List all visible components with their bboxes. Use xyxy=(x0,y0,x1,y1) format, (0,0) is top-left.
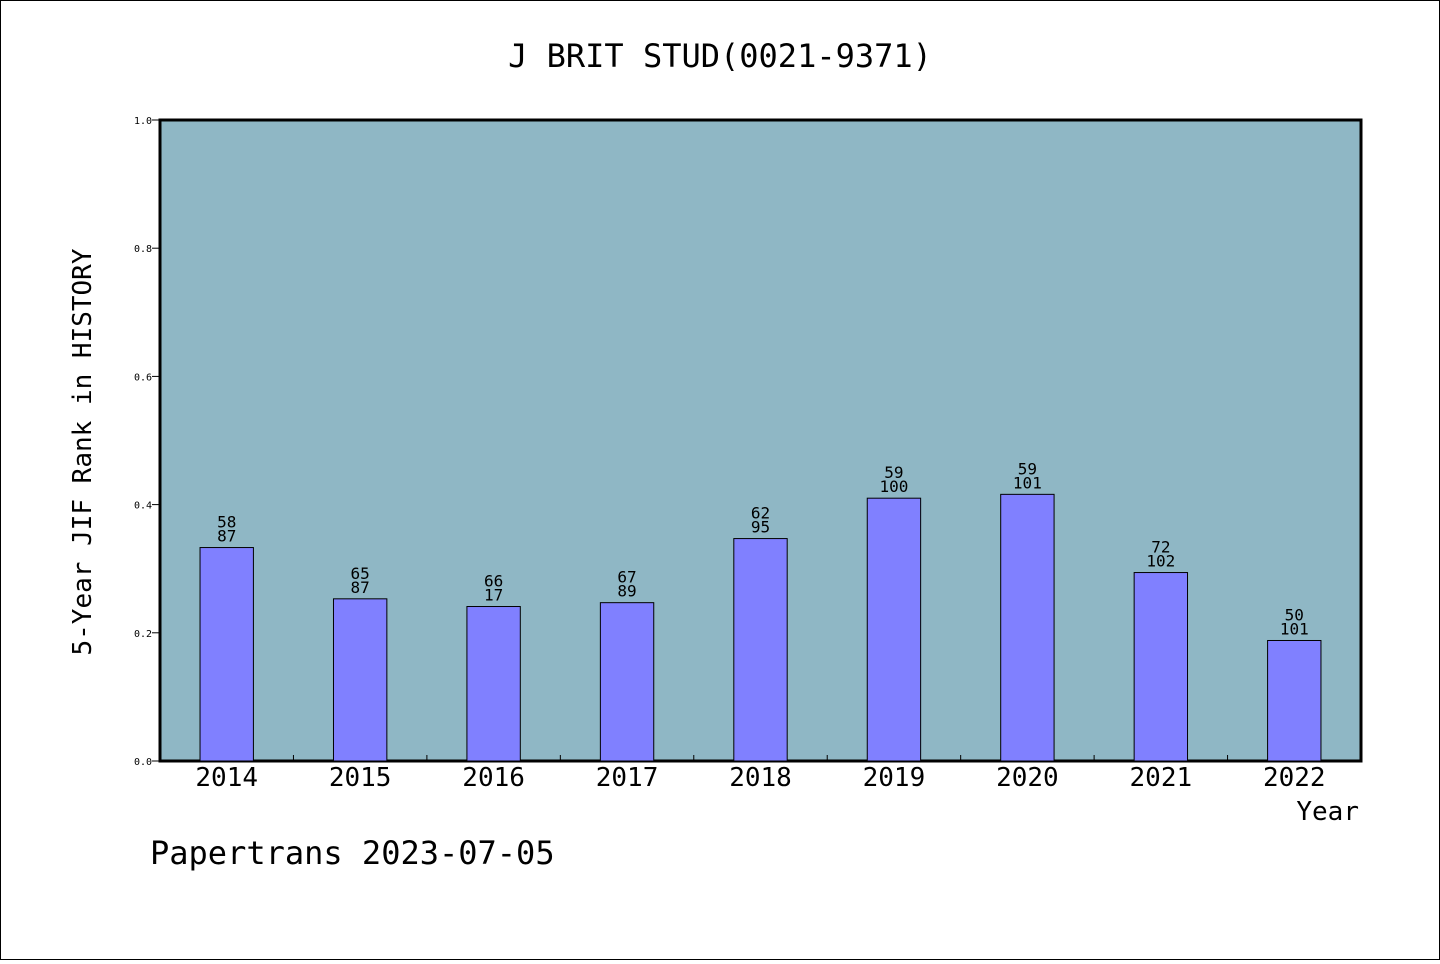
chart-title: J BRIT STUD(0021-9371) xyxy=(508,37,932,75)
bar-rank-label: 58 xyxy=(217,513,236,532)
x-tick-label: 2018 xyxy=(729,763,792,793)
bar-total-label: 87 xyxy=(351,578,370,597)
y-tick-label: 0.2 xyxy=(134,629,152,640)
y-axis: 0.0 0.2 0.4 0.6 0.8 1.0 xyxy=(134,116,160,768)
bar-2020 xyxy=(1000,493,1055,762)
bar-rank-label: 67 xyxy=(617,568,636,587)
bar-2014 xyxy=(199,547,254,762)
x-axis-label: Year xyxy=(1296,797,1359,827)
bar-total-label: 100 xyxy=(879,477,908,496)
y-tick-label: 0.8 xyxy=(134,244,152,255)
y-tick-label: 0.6 xyxy=(134,372,152,383)
bar-total-label: 101 xyxy=(1013,473,1042,492)
bar-rank-label: 65 xyxy=(351,564,370,583)
x-tick-label: 2020 xyxy=(996,763,1059,793)
bar-rank-label: 59 xyxy=(884,463,903,482)
bar-total-label: 89 xyxy=(617,582,636,601)
bar-2015 xyxy=(332,598,388,762)
bar-2019 xyxy=(866,497,922,762)
bar-total-label: 87 xyxy=(217,527,236,546)
x-tick-label: 2019 xyxy=(863,763,926,793)
bar-2016 xyxy=(466,606,521,762)
bar-total-label: 95 xyxy=(751,518,770,537)
y-tick-label: 1.0 xyxy=(134,116,152,127)
bar-2021 xyxy=(1133,572,1189,762)
bar-rank-label: 50 xyxy=(1285,605,1304,624)
x-tick-label: 2017 xyxy=(596,763,659,793)
bar-rank-label: 66 xyxy=(484,572,503,591)
x-tick-label: 2021 xyxy=(1130,763,1193,793)
footer-credit: Papertrans 2023-07-05 xyxy=(150,834,555,872)
bar-2022 xyxy=(1267,639,1322,762)
bar-2018 xyxy=(733,538,788,762)
bar-total-label: 102 xyxy=(1146,552,1175,571)
x-tick-label: 2015 xyxy=(329,763,392,793)
x-tick-label: 2016 xyxy=(462,763,525,793)
y-tick-label: 0.0 xyxy=(134,757,152,768)
x-tick-label: 2014 xyxy=(195,763,258,793)
bar-rank-label: 62 xyxy=(751,504,770,523)
bar-total-label: 17 xyxy=(484,586,503,605)
bar-2017 xyxy=(599,602,655,762)
y-axis-label: 5-Year JIF Rank in HISTORY xyxy=(68,248,98,655)
x-tick-label: 2022 xyxy=(1263,763,1326,793)
y-tick-label: 0.4 xyxy=(134,501,152,512)
x-axis: 2014 2015 2016 2017 2018 2019 2020 2021 2022 xyxy=(195,755,1326,793)
bar-total-label: 101 xyxy=(1280,619,1309,638)
bar-rank-label: 72 xyxy=(1151,538,1170,557)
bar-rank-label: 59 xyxy=(1018,459,1037,478)
